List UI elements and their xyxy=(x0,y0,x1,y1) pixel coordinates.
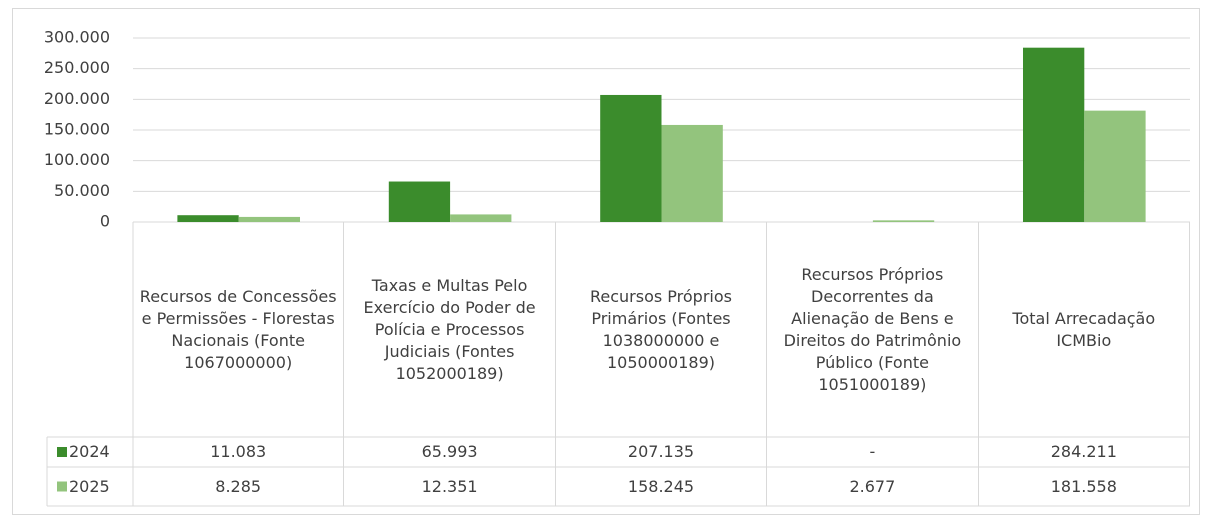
table-value: 284.211 xyxy=(979,437,1190,467)
table-value: 65.993 xyxy=(344,437,556,467)
legend-label: 2024 xyxy=(69,442,110,461)
y-tick-label: 100.000 xyxy=(44,150,110,169)
bar xyxy=(388,181,451,222)
bar xyxy=(600,94,662,222)
table-value: 12.351 xyxy=(344,467,556,506)
y-tick-label: 0 xyxy=(100,212,110,231)
table-value: 158.245 xyxy=(556,467,768,506)
table-value: 2.677 xyxy=(767,467,979,506)
bar xyxy=(238,216,301,222)
category-label: Recursos Próprios Decorrentes da Alienaç… xyxy=(767,222,979,437)
chart-frame xyxy=(12,8,1200,515)
y-tick-label: 150.000 xyxy=(44,120,110,139)
category-label: Recursos de Concessões e Permissões - Fl… xyxy=(133,222,345,437)
bar xyxy=(450,214,512,222)
legend-key xyxy=(57,447,67,457)
table-value: - xyxy=(767,437,979,467)
bar xyxy=(661,124,723,222)
table-value: 8.285 xyxy=(133,467,345,506)
bar xyxy=(1022,47,1085,222)
category-label: Taxas e Multas Pelo Exercício do Poder d… xyxy=(344,222,556,437)
bar xyxy=(872,220,935,222)
y-tick-label: 200.000 xyxy=(44,89,110,108)
category-label: Recursos Próprios Primários (Fontes 1038… xyxy=(556,222,768,437)
bar xyxy=(177,215,239,222)
y-tick-label: 300.000 xyxy=(44,28,110,47)
table-value: 181.558 xyxy=(979,467,1190,506)
legend-key xyxy=(57,481,67,492)
y-tick-label: 250.000 xyxy=(44,58,110,77)
table-value: 11.083 xyxy=(133,437,345,467)
table-value: 207.135 xyxy=(556,437,768,467)
category-label: Total Arrecadação ICMBio xyxy=(979,222,1190,437)
y-tick-label: 50.000 xyxy=(54,181,110,200)
legend-label: 2025 xyxy=(69,476,110,496)
bar xyxy=(1084,110,1146,222)
